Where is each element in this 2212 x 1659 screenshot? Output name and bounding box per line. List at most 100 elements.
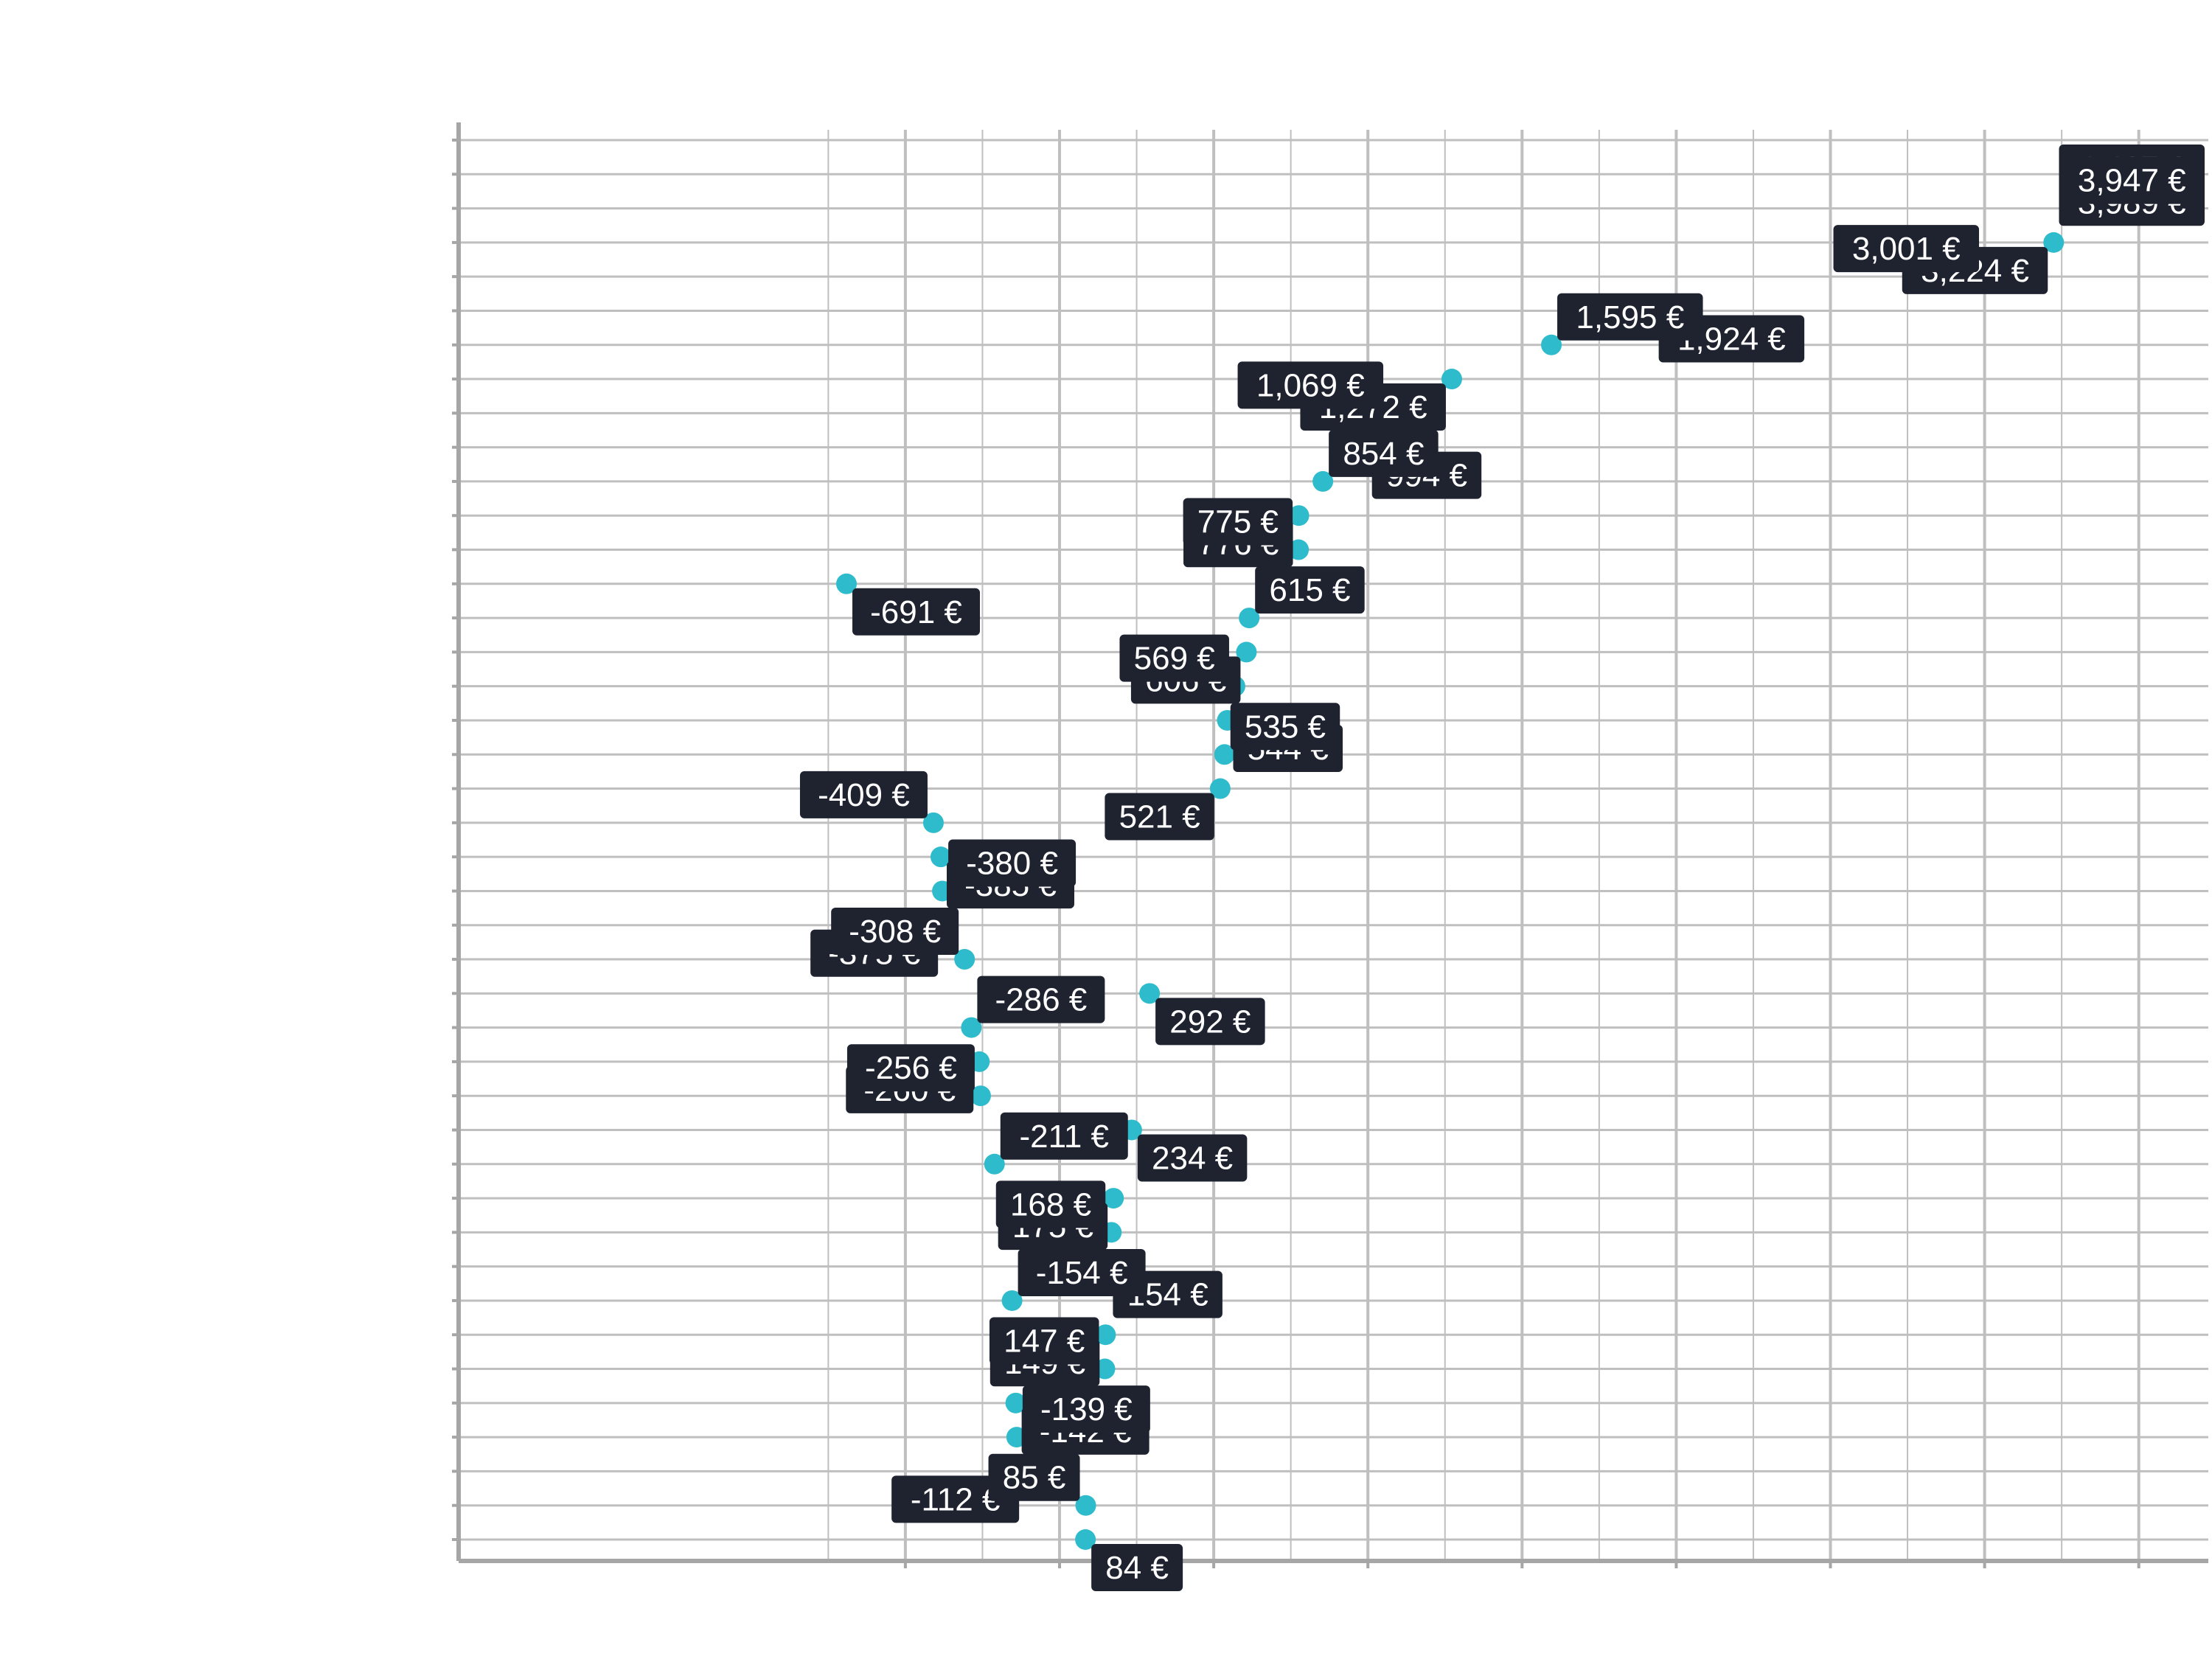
data-point bbox=[954, 949, 975, 970]
data-label-text: -139 € bbox=[1040, 1391, 1133, 1427]
data-label-box bbox=[1183, 498, 1293, 546]
data-label: 521 € bbox=[1105, 793, 1214, 841]
data-point bbox=[961, 1017, 982, 1038]
data-point bbox=[930, 846, 951, 868]
data-label-text: -380 € bbox=[966, 845, 1058, 881]
data-point bbox=[1095, 1324, 1116, 1346]
data-label-box bbox=[1091, 1544, 1183, 1591]
data-label-text: -211 € bbox=[1020, 1119, 1110, 1155]
data-label: -691 € bbox=[852, 588, 981, 636]
axes bbox=[452, 122, 2208, 1568]
data-label-text: -256 € bbox=[865, 1050, 957, 1086]
data-label-text: -154 € bbox=[1036, 1255, 1128, 1291]
data-label-box bbox=[989, 1317, 1099, 1365]
data-label: 1,595 € bbox=[1557, 293, 1703, 341]
data-label-box bbox=[1155, 998, 1265, 1046]
data-label-text: -308 € bbox=[849, 914, 941, 950]
data-point bbox=[1103, 1188, 1124, 1209]
data-label: 569 € bbox=[1119, 634, 1229, 682]
data-point bbox=[836, 573, 858, 594]
data-point bbox=[2043, 232, 2065, 253]
data-label: 615 € bbox=[1255, 566, 1365, 614]
data-label-text: 168 € bbox=[1010, 1186, 1091, 1222]
data-point bbox=[970, 1085, 991, 1107]
data-label-box bbox=[1329, 429, 1439, 477]
data-label-text: 85 € bbox=[1003, 1460, 1066, 1496]
data-label-box bbox=[1137, 1134, 1248, 1182]
data-label-text: 1,595 € bbox=[1576, 299, 1684, 335]
data-label-text: -286 € bbox=[995, 982, 1088, 1018]
data-point bbox=[1441, 369, 1462, 390]
data-label-box bbox=[1105, 793, 1214, 841]
data-label-text: 854 € bbox=[1343, 436, 1424, 472]
data-point bbox=[1288, 505, 1310, 526]
data-label: 3,947 € bbox=[2059, 156, 2205, 204]
data-label-box bbox=[1557, 293, 1703, 341]
data-label: 147 € bbox=[989, 1317, 1099, 1365]
data-label-box bbox=[1230, 703, 1340, 751]
data-labels: 4,467 €3,989 €3,947 €3,224 €3,001 €1,924… bbox=[799, 145, 2205, 1591]
data-label-text: 84 € bbox=[1105, 1550, 1169, 1586]
data-point bbox=[1001, 1290, 1023, 1311]
data-point bbox=[1075, 1495, 1096, 1516]
data-label: 84 € bbox=[1091, 1544, 1183, 1591]
data-point bbox=[1236, 641, 1257, 663]
data-label: -256 € bbox=[846, 1044, 975, 1092]
data-point bbox=[1288, 539, 1310, 560]
data-label: 168 € bbox=[995, 1180, 1106, 1228]
data-point bbox=[1214, 744, 1235, 765]
data-label: -286 € bbox=[977, 975, 1105, 1023]
data-point bbox=[1139, 983, 1161, 1004]
data-label-box bbox=[831, 908, 959, 956]
data-label-text: 3,001 € bbox=[1852, 231, 1961, 267]
data-label-text: -691 € bbox=[870, 594, 962, 630]
data-point bbox=[984, 1153, 1005, 1175]
data-point bbox=[1541, 334, 1562, 355]
data-label-box bbox=[1018, 1248, 1146, 1296]
data-label: 3,001 € bbox=[1833, 225, 1980, 273]
data-label-box bbox=[1000, 1112, 1128, 1160]
data-label: -409 € bbox=[799, 771, 928, 818]
data-label: 85 € bbox=[988, 1453, 1080, 1501]
data-label-text: 615 € bbox=[1269, 572, 1350, 608]
data-point bbox=[1239, 608, 1260, 629]
data-label-box bbox=[1022, 1385, 1150, 1433]
data-point bbox=[1005, 1392, 1026, 1413]
data-point bbox=[1075, 1529, 1096, 1550]
grid bbox=[459, 130, 2208, 1561]
data-label-text: 147 € bbox=[1004, 1324, 1085, 1360]
data-label-box bbox=[948, 839, 1077, 887]
data-label-text: -112 € bbox=[911, 1481, 1001, 1517]
data-label-box bbox=[1119, 634, 1229, 682]
data-label-box bbox=[846, 1044, 975, 1092]
data-label-box bbox=[799, 771, 928, 818]
data-point bbox=[1209, 778, 1231, 799]
data-label: 234 € bbox=[1137, 1134, 1248, 1182]
data-label-box bbox=[977, 975, 1105, 1023]
data-label: 854 € bbox=[1329, 429, 1439, 477]
data-label-text: 3,947 € bbox=[2078, 163, 2186, 199]
data-label: 775 € bbox=[1183, 498, 1293, 546]
data-label-box bbox=[1255, 566, 1365, 614]
data-label-box bbox=[1833, 225, 1980, 273]
data-label-box bbox=[1237, 361, 1384, 409]
data-label-text: 521 € bbox=[1119, 799, 1200, 835]
data-point bbox=[1312, 470, 1334, 492]
data-label: -211 € bbox=[1000, 1112, 1128, 1160]
data-label-box bbox=[2059, 156, 2205, 204]
data-label-text: 569 € bbox=[1134, 641, 1215, 677]
data-label-box bbox=[891, 1475, 1020, 1523]
data-label-text: 234 € bbox=[1152, 1140, 1233, 1176]
data-label-text: 292 € bbox=[1169, 1004, 1251, 1040]
data-label: -308 € bbox=[831, 908, 959, 956]
data-label: 1,069 € bbox=[1237, 361, 1384, 409]
data-label: -139 € bbox=[1022, 1385, 1150, 1433]
data-label-box bbox=[988, 1453, 1080, 1501]
data-label-box bbox=[852, 588, 981, 636]
data-label: 535 € bbox=[1230, 703, 1340, 751]
data-point bbox=[1094, 1358, 1116, 1380]
data-label: -112 € bbox=[891, 1475, 1020, 1523]
data-label: -154 € bbox=[1018, 1248, 1146, 1296]
data-point bbox=[922, 812, 944, 833]
